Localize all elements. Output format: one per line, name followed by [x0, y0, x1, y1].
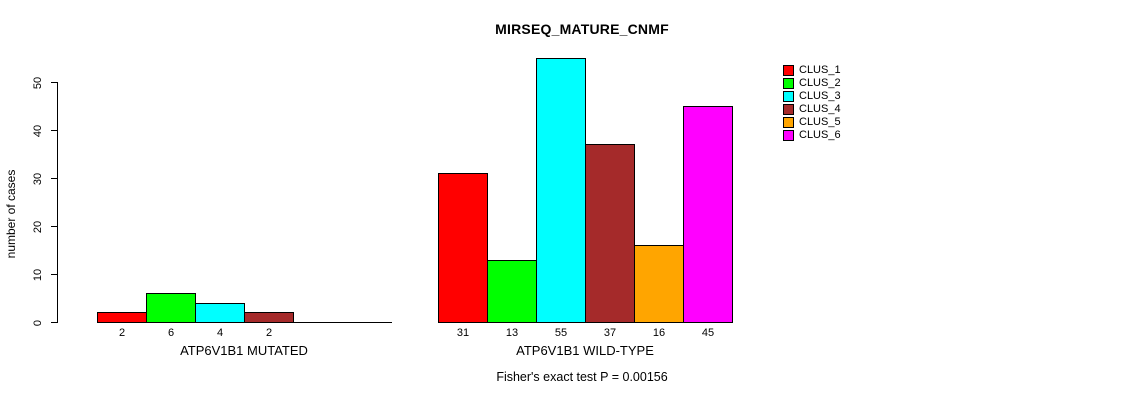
y-axis-label: number of cases	[4, 169, 18, 259]
legend-label: CLUS_6	[799, 129, 841, 141]
y-tick-mark	[51, 178, 57, 179]
legend-label: CLUS_3	[799, 90, 841, 102]
bar-clus_6	[683, 106, 733, 323]
y-tick-mark	[51, 130, 57, 131]
legend-item: CLUS_2	[783, 77, 841, 90]
bar-clus_1	[438, 173, 488, 323]
chart-title: MIRSEQ_MATURE_CNMF	[495, 21, 669, 37]
bar-value-label: 31	[456, 327, 470, 339]
legend-item: CLUS_1	[783, 64, 841, 77]
y-tick-label: 10	[32, 268, 44, 281]
legend-swatch	[783, 78, 794, 89]
bar-value-label: 4	[216, 327, 224, 339]
bar-value-label: 16	[652, 327, 666, 339]
y-tick-label: 0	[32, 319, 44, 326]
bar-value-label: 13	[505, 327, 519, 339]
bar-clus_3	[536, 58, 586, 323]
y-tick-label: 20	[32, 220, 44, 233]
y-tick-label: 30	[32, 172, 44, 185]
y-tick-mark	[51, 322, 57, 323]
legend-swatch	[783, 65, 794, 76]
y-tick-label: 40	[32, 124, 44, 137]
legend-item: CLUS_6	[783, 129, 841, 142]
bar-clus_5	[634, 245, 684, 323]
bar-value-label: 55	[554, 327, 568, 339]
legend-label: CLUS_5	[799, 116, 841, 128]
bar-clus_4	[244, 312, 294, 323]
legend-swatch	[783, 130, 794, 141]
bar-clus_4	[585, 144, 635, 323]
legend-item: CLUS_3	[783, 90, 841, 103]
legend-label: CLUS_1	[799, 64, 841, 76]
y-tick-label: 50	[32, 76, 44, 89]
bar-clus_2	[146, 293, 196, 323]
legend-swatch	[783, 104, 794, 115]
y-tick-mark	[51, 226, 57, 227]
y-tick-mark	[51, 274, 57, 275]
bar-value-label: 2	[118, 327, 126, 339]
legend-item: CLUS_4	[783, 103, 841, 116]
bar-value-label: 45	[701, 327, 715, 339]
legend-swatch	[783, 117, 794, 128]
y-axis-line	[57, 82, 58, 323]
x-axis-label-wildtype: ATP6V1B1 WILD-TYPE	[516, 343, 654, 358]
legend-item: CLUS_5	[783, 116, 841, 129]
bar-clus_1	[97, 312, 147, 323]
bar-value-label: 6	[167, 327, 175, 339]
bar-value-label: 2	[265, 327, 273, 339]
fisher-test-annotation: Fisher's exact test P = 0.00156	[496, 370, 668, 384]
legend: CLUS_1 CLUS_2 CLUS_3 CLUS_4 CLUS_5 CLUS_6	[783, 64, 841, 142]
x-axis-label-mutated: ATP6V1B1 MUTATED	[180, 343, 308, 358]
bar-clus_2	[487, 260, 537, 323]
legend-swatch	[783, 91, 794, 102]
bar-value-label: 37	[603, 327, 617, 339]
legend-label: CLUS_2	[799, 77, 841, 89]
legend-label: CLUS_4	[799, 103, 841, 115]
bar-clus_3	[195, 303, 245, 323]
y-tick-mark	[51, 82, 57, 83]
